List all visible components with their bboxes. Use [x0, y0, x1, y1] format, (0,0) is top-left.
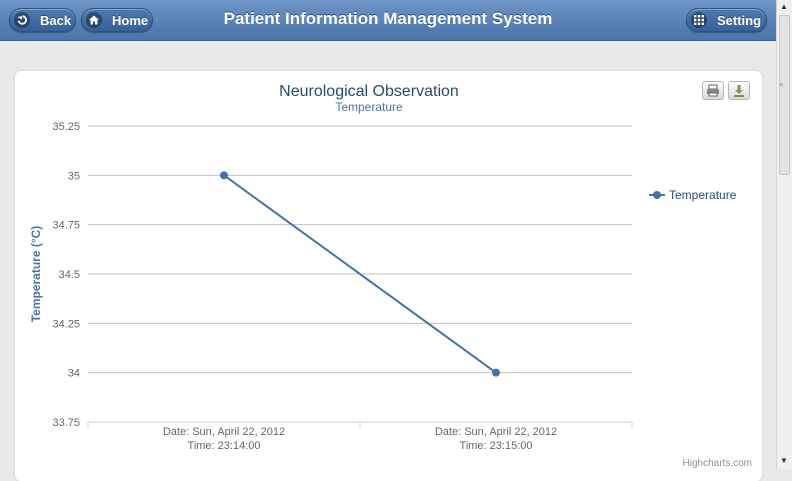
chart-subtitle: Temperature	[335, 100, 403, 114]
scroll-up-arrow-icon[interactable]: ▲	[780, 2, 788, 11]
data-point[interactable]	[220, 171, 228, 180]
home-button[interactable]: Home	[81, 8, 153, 32]
scroll-down-arrow-icon[interactable]: ▼	[780, 456, 788, 465]
scrollbar-thumb[interactable]	[779, 15, 790, 175]
x-tick-label: Time: 23:14:00	[188, 440, 261, 452]
vertical-scrollbar[interactable]: ▲ ≡ ▼	[776, 0, 792, 469]
legend-item-temperature[interactable]: Temperature	[669, 188, 737, 202]
series-line	[223, 174, 497, 374]
back-arrow-icon	[14, 12, 30, 28]
home-label: Home	[112, 13, 149, 28]
y-tick-label: 34	[68, 368, 80, 380]
print-button[interactable]	[702, 81, 724, 100]
y-tick-label: 34.25	[52, 318, 80, 330]
chart-card	[15, 71, 762, 481]
chart-title: Neurological Observation	[279, 83, 459, 100]
legend-marker-icon	[653, 191, 661, 199]
scrollbar-grip-icon: ≡	[779, 82, 784, 89]
y-axis-label: Temperature (°C)	[29, 226, 43, 323]
y-tick-label: 34.75	[52, 220, 80, 232]
y-tick-label: 35.25	[52, 121, 80, 133]
back-label: Back	[40, 13, 72, 28]
home-icon	[86, 12, 102, 28]
legend[interactable]: Temperature	[649, 188, 737, 202]
temperature-chart: Neurological Observation Temperature Tem…	[29, 83, 752, 469]
y-tick-label: 35	[68, 170, 80, 182]
highcharts-credits[interactable]: Highcharts.com	[683, 458, 752, 469]
download-icon	[734, 85, 744, 97]
y-tick-label: 33.75	[52, 417, 80, 429]
grid-icon	[691, 12, 707, 28]
setting-label: Setting	[717, 13, 762, 28]
x-tick-label: Date: Sun, April 22, 2012	[163, 426, 285, 438]
print-icon	[707, 84, 719, 97]
app-header: Back Home Patient Information Management…	[0, 0, 776, 41]
page-title: Patient Information Management System	[223, 9, 553, 28]
data-point[interactable]	[492, 368, 500, 377]
x-tick-label: Time: 23:15:00	[460, 440, 533, 452]
setting-button[interactable]: Setting	[686, 8, 767, 32]
x-tick-label: Date: Sun, April 22, 2012	[435, 426, 557, 438]
back-button[interactable]: Back	[9, 8, 76, 32]
export-button[interactable]	[728, 81, 750, 100]
y-tick-label: 34.5	[59, 269, 80, 281]
